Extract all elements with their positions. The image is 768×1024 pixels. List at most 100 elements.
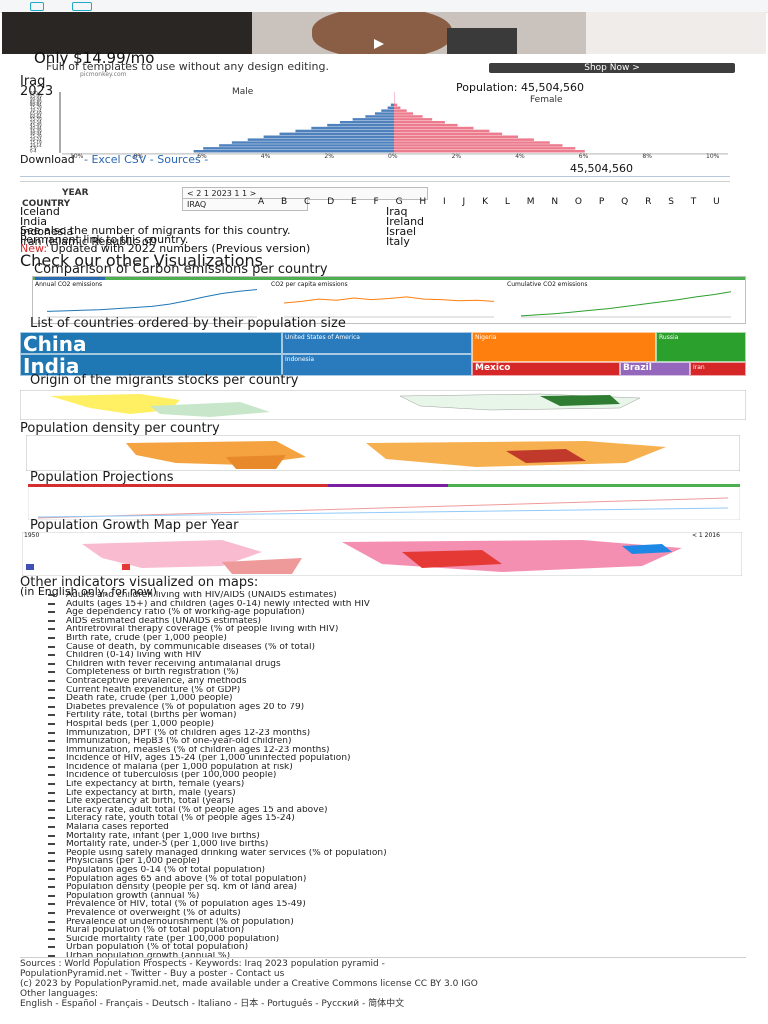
pyramid-total: 45,504,560 bbox=[570, 162, 633, 175]
country-label: COUNTRY bbox=[22, 199, 71, 209]
treemap-cell-china[interactable]: China bbox=[20, 332, 282, 354]
growth-map-control[interactable]: < 1 2016 bbox=[692, 532, 720, 539]
indicator-link[interactable]: Birth rate, crude (per 1,000 people) bbox=[48, 634, 748, 643]
indicator-link[interactable]: Literacy rate, adult total (% of people … bbox=[48, 806, 748, 815]
indicator-link[interactable]: Current health expenditure (% of GDP) bbox=[48, 686, 748, 695]
indicator-link[interactable]: Suicide mortality rate (per 100,000 popu… bbox=[48, 935, 748, 944]
check-title: Check our other Visualizations bbox=[20, 251, 264, 270]
indicator-link[interactable]: Cause of death, by communicable diseases… bbox=[48, 643, 748, 652]
indicator-link[interactable]: Physicians (per 1,000 people) bbox=[48, 857, 748, 866]
promo-video[interactable] bbox=[2, 12, 766, 54]
treemap-cell-russia[interactable]: Russia bbox=[656, 332, 746, 362]
indicator-link[interactable]: Adults (ages 15+) and children (ages 0-1… bbox=[48, 600, 748, 609]
indicator-link[interactable]: Life expectancy at birth, female (years) bbox=[48, 780, 748, 789]
indicator-link[interactable]: Children with fever receiving antimalari… bbox=[48, 660, 748, 669]
indicator-link[interactable]: Hospital beds (per 1,000 people) bbox=[48, 720, 748, 729]
indicator-link[interactable]: Population ages 65 and above (% of total… bbox=[48, 875, 748, 884]
indicator-link[interactable]: Mortality rate, under-5 (per 1,000 live … bbox=[48, 840, 748, 849]
indicator-link[interactable]: Life expectancy at birth, total (years) bbox=[48, 797, 748, 806]
age-group-label: 35-39 bbox=[30, 128, 42, 133]
x-tick-label: 6% bbox=[579, 153, 589, 160]
indicator-link[interactable]: Malaria cases reported bbox=[48, 823, 748, 832]
treemap-cell-nigeria[interactable]: Nigeria bbox=[472, 332, 656, 362]
footer-links[interactable]: PopulationPyramid.net - Twitter - Buy a … bbox=[20, 969, 285, 979]
indicator-link[interactable]: Literacy rate, youth total (% of people … bbox=[48, 814, 748, 823]
projections-title[interactable]: Population Projections bbox=[30, 470, 174, 485]
home-icon[interactable] bbox=[30, 2, 44, 11]
x-tick-label: 2% bbox=[452, 153, 462, 160]
country-link[interactable]: Ireland bbox=[386, 215, 425, 228]
age-group-label: 95-99 bbox=[30, 94, 42, 99]
treemap-cell-brazil[interactable]: Brazil bbox=[620, 362, 690, 376]
co2-preview[interactable]: Annual CO2 emissions CO2 per capita emis… bbox=[32, 276, 746, 324]
indicator-link[interactable]: Urban population growth (annual %) bbox=[48, 952, 748, 961]
x-tick-label: 6% bbox=[197, 153, 207, 160]
growth-title[interactable]: Population Growth Map per Year bbox=[30, 518, 239, 533]
indicator-link[interactable]: Fertility rate, total (births per woman) bbox=[48, 711, 748, 720]
migrants-link[interactable]: See also the number of migrants for this… bbox=[20, 224, 291, 237]
download-links[interactable]: - Excel CSV - Sources - bbox=[84, 153, 209, 166]
population-treemap[interactable]: China India United States of America Ind… bbox=[20, 332, 746, 376]
density-world-map[interactable] bbox=[26, 435, 740, 471]
male-bar bbox=[219, 144, 394, 147]
indicator-link[interactable]: Incidence of malaria (per 1,000 populati… bbox=[48, 763, 748, 772]
indicator-link[interactable]: Prevalence of HIV, total (% of populatio… bbox=[48, 900, 748, 909]
female-bar bbox=[394, 129, 490, 133]
other-languages-label: Other languages: bbox=[20, 989, 99, 999]
indicator-link[interactable]: Children (0-14) living with HIV bbox=[48, 651, 748, 660]
tabs-icon[interactable] bbox=[72, 2, 92, 11]
country-link[interactable]: Iraq bbox=[386, 205, 408, 218]
indicator-link[interactable]: People using safely managed drinking wat… bbox=[48, 849, 748, 858]
origin-title[interactable]: Origin of the migrants stocks per countr… bbox=[30, 373, 299, 388]
play-icon[interactable] bbox=[374, 39, 384, 49]
language-links[interactable]: English - Español - Français - Deutsch -… bbox=[20, 999, 405, 1009]
treemap-cell-india[interactable]: India bbox=[20, 354, 282, 376]
treemap-cell-iran[interactable]: Iran bbox=[690, 362, 746, 376]
indicator-link[interactable]: Population density (people per sq. km of… bbox=[48, 883, 748, 892]
indicator-link[interactable]: Rural population (% of total population) bbox=[48, 926, 748, 935]
indicator-link[interactable]: Population growth (annual %) bbox=[48, 892, 748, 901]
treemap-cell-usa[interactable]: United States of America bbox=[282, 332, 472, 354]
indicator-link[interactable]: Contraceptive prevalence, any methods bbox=[48, 677, 748, 686]
indicator-link[interactable]: Incidence of tuberculosis (per 100,000 p… bbox=[48, 771, 748, 780]
indicators-title: Other indicators visualized on maps: bbox=[20, 575, 259, 590]
indicator-link[interactable]: Immunization, DPT (% of children ages 12… bbox=[48, 729, 748, 738]
country-link[interactable]: Iceland bbox=[20, 205, 60, 218]
migrants-world-map[interactable] bbox=[20, 390, 746, 420]
indicator-link[interactable]: Life expectancy at birth, male (years) bbox=[48, 789, 748, 798]
country-link[interactable]: Iran (Islamic Republic of) bbox=[20, 235, 157, 248]
projections-chart[interactable] bbox=[28, 484, 740, 520]
permalink[interactable]: Permanent link to this country. bbox=[20, 233, 189, 246]
country-link[interactable]: Israel bbox=[386, 225, 417, 238]
growth-world-map[interactable] bbox=[22, 532, 742, 576]
footer-license: (c) 2023 by PopulationPyramid.net, made … bbox=[20, 979, 478, 989]
treemap-cell-indonesia[interactable]: Indonesia bbox=[282, 354, 472, 376]
co2-title[interactable]: Comparison of Carbon emissions per count… bbox=[34, 262, 328, 277]
indicator-link[interactable]: AIDS estimated deaths (UNAIDS estimates) bbox=[48, 617, 748, 626]
indicator-link[interactable]: Population ages 0-14 (% of total populat… bbox=[48, 866, 748, 875]
country-link[interactable]: Italy bbox=[386, 235, 410, 248]
co2-line-charts bbox=[46, 289, 732, 318]
indicator-link[interactable]: Death rate, crude (per 1,000 people) bbox=[48, 694, 748, 703]
indicator-link[interactable]: Incidence of HIV, ages 15-24 (per 1,000 … bbox=[48, 754, 748, 763]
density-title[interactable]: Population density per country bbox=[20, 421, 220, 436]
indicator-link[interactable]: Completeness of birth registration (%) bbox=[48, 668, 748, 677]
indicator-link[interactable]: Age dependency ratio (% of working-age p… bbox=[48, 608, 748, 617]
indicator-link[interactable]: Urban population (% of total population) bbox=[48, 943, 748, 952]
country-link[interactable]: Indonesia bbox=[20, 225, 74, 238]
country-link[interactable]: India bbox=[20, 215, 47, 228]
treemap-cell-mexico[interactable]: Mexico bbox=[472, 362, 620, 376]
indicator-link[interactable]: Prevalence of undernourishment (% of pop… bbox=[48, 918, 748, 927]
shop-now-button[interactable]: Shop Now > bbox=[489, 63, 735, 73]
country-letter-index[interactable]: A B C D E F G H I J K L M N O P Q R S T … bbox=[258, 197, 727, 207]
indicator-link[interactable]: Immunization, HepB3 (% of one-year-old c… bbox=[48, 737, 748, 746]
indicator-link[interactable]: Immunization, measles (% of children age… bbox=[48, 746, 748, 755]
indicator-link[interactable]: Adults and children living with HIV/AIDS… bbox=[48, 591, 748, 600]
indicator-link[interactable]: Mortality rate, infant (per 1,000 live b… bbox=[48, 832, 748, 841]
indicator-link[interactable]: Diabetes prevalence (% of population age… bbox=[48, 703, 748, 712]
country-select[interactable]: IRAQ bbox=[182, 198, 308, 211]
indicator-link[interactable]: Prevalence of overweight (% of adults) bbox=[48, 909, 748, 918]
list-title[interactable]: List of countries ordered by their popul… bbox=[30, 316, 346, 331]
male-bar bbox=[390, 103, 394, 107]
indicator-link[interactable]: Antiretroviral therapy coverage (% of pe… bbox=[48, 625, 748, 634]
